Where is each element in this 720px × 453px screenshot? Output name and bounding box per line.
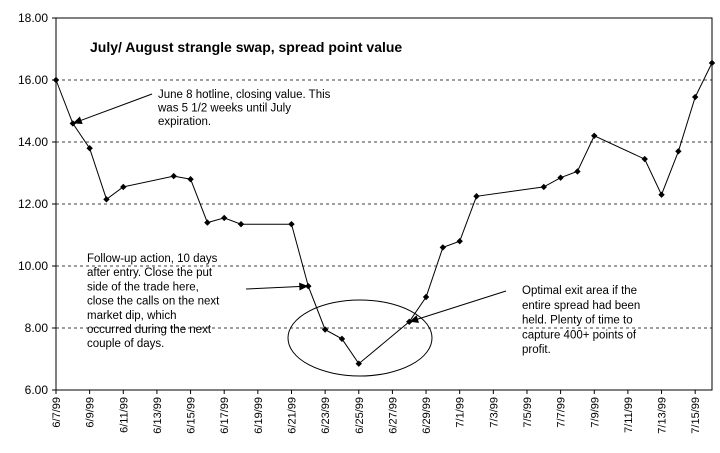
data-point: [86, 145, 93, 152]
x-tick-label: 6/17/99: [219, 397, 231, 434]
annotation-text: held. Plenty of time to: [522, 315, 633, 327]
chart-title: July/ August strangle swap, spread point…: [90, 39, 402, 55]
annotation-arrow-line: [414, 290, 507, 321]
data-point: [540, 183, 547, 191]
annotation-text: close the calls on the next: [87, 296, 220, 308]
plot-area-border: [55, 17, 713, 391]
annotation-text: after entry. Close the put: [87, 267, 213, 279]
annotation-arrows: [72, 93, 507, 323]
data-point: [204, 219, 211, 226]
data-point: [675, 148, 682, 155]
data-point: [187, 176, 194, 183]
annotation-arrowhead: [72, 116, 83, 125]
x-tick-label: 6/13/99: [152, 397, 164, 434]
annotation-text: occurred during the next: [87, 324, 212, 336]
x-tick-label: 7/9/99: [589, 397, 601, 428]
x-tick-label: 7/1/99: [455, 397, 467, 428]
x-axis-ticks: 6/7/99 6/9/99 6/11/99 6/13/99 6/15/99 6/17/99…: [51, 390, 702, 434]
annotation-arrowhead: [299, 282, 309, 291]
x-tick-label: 6/19/99: [253, 397, 265, 434]
x-tick-label: 6/29/99: [421, 397, 433, 434]
x-tick-label: 6/15/99: [186, 397, 198, 434]
annotation-text: couple of days.: [87, 338, 164, 350]
y-tick-label: 18.00: [18, 11, 48, 25]
annotation-text: market dip, which: [87, 310, 176, 322]
x-tick-label: 7/13/99: [657, 397, 669, 434]
annotations: June 8 hotline, closing value. This was 5…: [87, 89, 640, 356]
annotation-text: capture 400+ points of: [522, 329, 637, 341]
data-point: [591, 132, 598, 139]
gridlines: [56, 79, 712, 329]
x-tick-label: 7/11/99: [623, 397, 635, 433]
annotation-text: entire spread had been: [522, 300, 640, 312]
highlight-ellipse: [287, 299, 433, 377]
annotation-arrow-line: [245, 285, 303, 290]
x-tick-label: 7/7/99: [556, 397, 568, 428]
data-point: [120, 183, 127, 191]
y-tick-label: 16.00: [18, 73, 48, 87]
data-point: [69, 120, 77, 127]
data-point: [321, 326, 329, 333]
annotation-text: June 8 hotline, closing value. This: [158, 89, 331, 101]
data-point: [338, 335, 346, 343]
x-tick-label: 6/23/99: [320, 397, 332, 434]
data-point: [439, 244, 447, 251]
x-tick-label: 6/21/99: [286, 397, 298, 434]
x-tick-label: 6/7/99: [51, 397, 63, 428]
data-point: [456, 238, 463, 245]
annotation-text: was 5 1/2 weeks until July: [157, 103, 291, 115]
annotation-arrowhead: [409, 315, 420, 323]
data-point: [237, 220, 245, 228]
data-point: [641, 155, 648, 163]
series-markers: [52, 59, 716, 367]
x-tick-label: 7/15/99: [690, 397, 702, 434]
annotation-text: expiration.: [158, 116, 211, 128]
x-tick-label: 7/5/99: [522, 397, 534, 428]
data-point: [170, 172, 177, 180]
annotation-text: Follow-up action, 10 days: [87, 253, 218, 265]
y-tick-label: 14.00: [18, 135, 48, 149]
data-point: [103, 196, 110, 203]
data-point: [691, 93, 699, 101]
data-point: [708, 59, 716, 67]
x-tick-label: 6/9/99: [85, 397, 97, 428]
x-tick-label: 6/25/99: [354, 397, 366, 434]
y-tick-label: 8.00: [25, 321, 49, 335]
annotation-text: side of the trade here,: [87, 281, 199, 293]
data-point: [658, 191, 665, 198]
x-tick-label: 6/11/99: [118, 397, 130, 433]
data-point: [288, 220, 295, 228]
y-tick-label: 10.00: [18, 259, 48, 273]
x-tick-label: 7/3/99: [488, 397, 500, 428]
y-tick-label: 6.00: [25, 383, 49, 397]
y-axis-ticks: 6.00 8.00 10.00 12.00 14.00 16.00 18.00: [18, 11, 56, 397]
y-tick-label: 12.00: [18, 197, 48, 211]
annotation-text: Optimal exit area if the: [522, 285, 637, 297]
data-point: [473, 193, 480, 200]
x-tick-label: 6/27/99: [387, 397, 399, 434]
annotation-text: profit.: [522, 344, 551, 356]
annotation-arrow-line: [78, 93, 153, 122]
data-point: [422, 293, 430, 301]
data-point: [305, 282, 312, 290]
data-point: [221, 214, 228, 222]
data-point: [557, 174, 564, 181]
data-point: [52, 76, 60, 84]
data-point: [574, 168, 581, 175]
data-point: [355, 360, 362, 367]
